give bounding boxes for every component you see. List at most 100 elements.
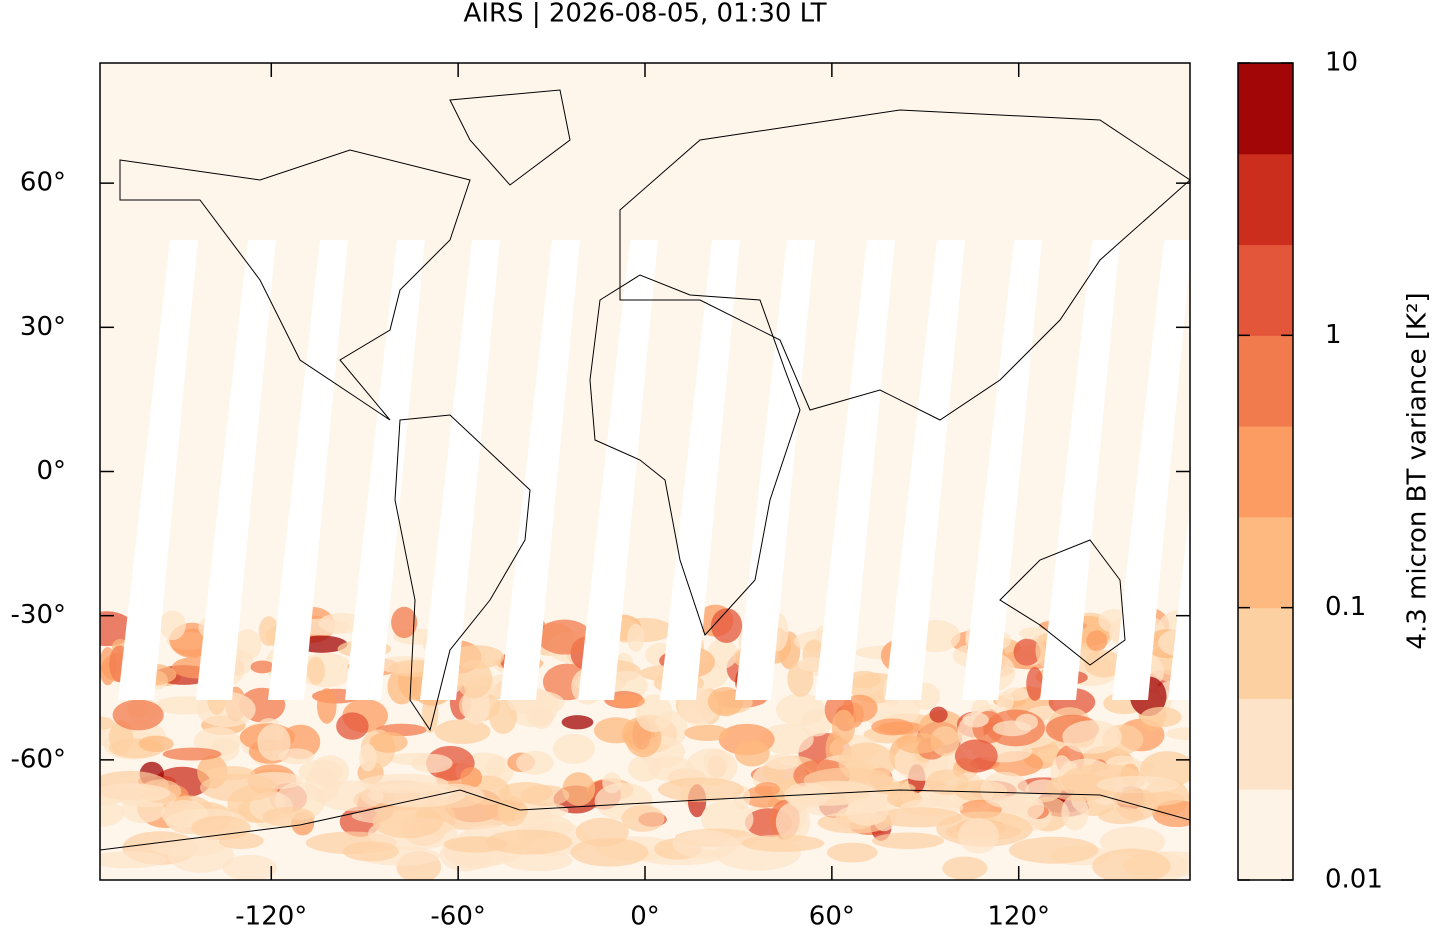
field-blob (306, 656, 325, 685)
field-blob (1015, 713, 1039, 731)
field-blob (100, 783, 171, 803)
field-blob (159, 610, 186, 641)
x-tick-label: -120° (235, 902, 307, 931)
x-tick-label: 60° (809, 902, 855, 931)
field-blob (262, 806, 315, 828)
x-tick-label: 120° (987, 902, 1050, 931)
field-blob (826, 842, 878, 863)
field-blob (317, 780, 384, 812)
field-blob (611, 693, 645, 709)
field-blob (672, 829, 739, 859)
coastline (449, 89, 571, 186)
coastline (999, 539, 1126, 666)
field-blob (831, 709, 856, 745)
field-blob (871, 832, 945, 850)
field-blob (250, 660, 275, 674)
field-blob (516, 750, 554, 775)
swath-gap (885, 240, 965, 700)
field-blob (775, 802, 811, 843)
y-tick-label: -30° (11, 600, 66, 630)
field-blob (410, 753, 453, 773)
coastline (119, 149, 471, 421)
field-blob (1092, 848, 1171, 880)
field-blob (1099, 826, 1166, 857)
field-blob (1152, 800, 1190, 828)
field-blob (741, 834, 825, 852)
field-blob (1086, 630, 1108, 652)
chart-title: AIRS | 2026-08-05, 01:30 LT (464, 0, 827, 29)
field-blob (754, 782, 780, 797)
field-blob (443, 836, 507, 853)
field-blob (100, 851, 167, 869)
field-blob (896, 732, 942, 754)
field-blob (980, 771, 1029, 808)
field-blob (138, 735, 174, 752)
field-blob (100, 716, 115, 730)
colorbar-label: 4.3 micron BT variance [K²] (1403, 292, 1433, 649)
swath-gap (735, 240, 815, 700)
field-blob (191, 815, 251, 841)
field-blob (222, 854, 277, 880)
field-blob (1166, 727, 1190, 740)
colorbar-tick-label: 1 (1325, 320, 1342, 350)
colorbar-segment (1238, 607, 1293, 699)
colorbar-tick-label: 0.1 (1325, 592, 1366, 622)
field-blob (369, 731, 408, 753)
field-blob (962, 712, 989, 728)
field-blob (391, 606, 418, 639)
field-blob (168, 838, 235, 873)
colorbar-segment (1238, 335, 1293, 427)
colorbar-segment (1238, 426, 1293, 518)
field-blob (954, 739, 998, 773)
field-blob (942, 856, 988, 880)
field-blob (627, 623, 645, 653)
field-blob (372, 804, 444, 839)
field-blob (926, 769, 969, 796)
coastlines (100, 89, 1190, 851)
field-blob (657, 777, 745, 802)
swath-gap (1168, 505, 1190, 700)
field-blob (958, 817, 999, 854)
colorbar-segment (1238, 789, 1293, 881)
field-blob (1061, 794, 1089, 831)
field-blob (647, 756, 694, 782)
swath-gap (196, 240, 276, 700)
field-blob (784, 782, 830, 809)
y-tick-label: 0° (36, 456, 66, 486)
field-blob (342, 841, 400, 862)
colorbar-segment (1238, 63, 1293, 155)
field-blob (1062, 720, 1122, 754)
colorbar-tick-label: 0.01 (1325, 865, 1383, 895)
swath-gap (118, 240, 198, 700)
field-blob (200, 773, 279, 802)
field-blob (450, 645, 505, 669)
coastline (619, 109, 1190, 421)
field-blob (359, 743, 377, 772)
field-blob (278, 748, 314, 765)
field-blob (336, 712, 369, 740)
swath-gap (345, 240, 425, 700)
swath-gap (660, 240, 740, 700)
field-blob (258, 616, 279, 647)
field-blob (845, 797, 889, 826)
field-blob (233, 629, 262, 660)
field-blob (734, 740, 770, 767)
x-tick-label: 0° (630, 902, 660, 931)
field-blob (1140, 706, 1182, 728)
swath-gap (962, 240, 1042, 700)
x-tick-label: -60° (430, 902, 485, 931)
swath-gap (420, 240, 500, 700)
field-blob (311, 755, 350, 789)
swath-gap (268, 240, 348, 700)
field-blob (434, 719, 491, 745)
field-blob (1096, 776, 1180, 794)
field-blob (1084, 650, 1124, 678)
swath-gap (500, 240, 580, 700)
field-blob (1013, 638, 1041, 666)
field-blob (1008, 836, 1099, 864)
coastline (589, 274, 801, 636)
field-blob (552, 733, 595, 764)
field-blob (455, 659, 493, 699)
field-blob (996, 692, 1014, 711)
